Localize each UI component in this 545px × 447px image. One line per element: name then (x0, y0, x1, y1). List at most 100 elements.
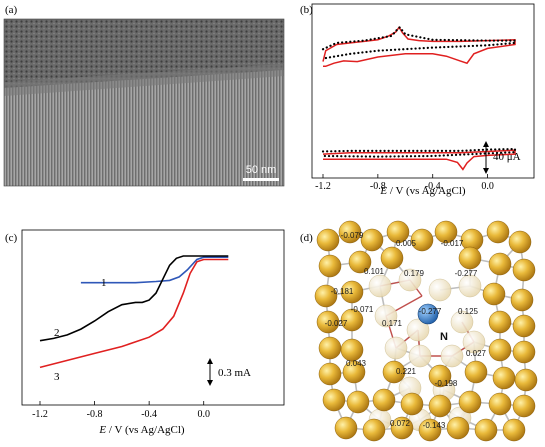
gold-atom-3 (386, 220, 410, 244)
charge-label-9: -0.277 (419, 307, 442, 316)
gold-atom-15 (314, 284, 338, 308)
gold-atom-39 (458, 390, 482, 414)
pale-atom-1 (398, 268, 422, 292)
x-tick-label-c-3: 0.0 (197, 409, 210, 420)
charge-label-0: -0.079 (341, 231, 364, 240)
gold-atom-29 (382, 360, 406, 384)
gold-atom-47 (474, 418, 498, 442)
pale-atom-5 (406, 318, 430, 342)
x-tick-label-b-2: -0.4 (425, 181, 441, 192)
x-tick-label-c-0: -1.2 (32, 409, 48, 420)
charge-label-5: -0.277 (455, 269, 478, 278)
x-tick-label-c-1: -0.8 (87, 409, 103, 420)
x-axis-b: -1.2 -0.8 -0.4 0.0 (315, 174, 494, 192)
lsv-series-1 (80, 256, 229, 284)
gold-atom-25 (488, 338, 512, 362)
current-scale-c (207, 358, 213, 386)
gold-atom-24 (340, 338, 364, 362)
gold-atom-10 (348, 250, 372, 274)
panel-c-label: (c) (5, 232, 18, 244)
charge-label-7: -0.071 (351, 305, 374, 314)
charge-label-16: 0.072 (390, 419, 411, 428)
gold-atom-40 (488, 392, 512, 416)
charge-label-6: -0.181 (331, 287, 354, 296)
cv-series-1 (321, 25, 517, 60)
charge-label-2: -0.017 (441, 239, 464, 248)
pale-atom-8 (384, 336, 408, 360)
gold-atom-35 (346, 390, 370, 414)
lsv-curves (39, 255, 229, 369)
gold-atom-2 (360, 228, 384, 252)
current-scale-label: 40 μA (493, 151, 521, 163)
cv-curves (321, 25, 517, 171)
scale-bar (243, 178, 279, 181)
pale-atom-2 (428, 278, 452, 302)
charge-label-8: -0.027 (325, 319, 348, 328)
gold-atom-14 (512, 258, 536, 282)
pale-atom-4 (374, 304, 398, 328)
cv-series-0 (322, 25, 516, 68)
nitrogen-atom (417, 303, 439, 325)
gold-atom-9 (318, 254, 342, 278)
lsv-series-2 (39, 255, 229, 342)
gold-atom-31 (464, 360, 488, 384)
gold-atom-22 (512, 314, 536, 338)
gold-atom-27 (318, 362, 342, 386)
gold-atom-0 (316, 228, 340, 252)
charge-label-1: 0.005 (396, 239, 417, 248)
nitrogen-label: N (440, 331, 448, 343)
scale-bar-label: 50 nm (246, 164, 277, 176)
curve-label-1: 1 (101, 277, 107, 289)
gold-atom-36 (372, 388, 396, 412)
gold-atom-7 (486, 220, 510, 244)
sem-image (3, 18, 285, 187)
cv-series-3 (321, 147, 517, 158)
x-tick-label-b-0: -1.2 (315, 181, 331, 192)
charge-label-3: 0.101 (364, 267, 385, 276)
panel-b: (b) -1.2 -0.8 -0.4 0.0 40 μA E / V (vs Ag/A… (300, 3, 535, 197)
charge-label-15: -0.198 (435, 379, 458, 388)
charge-label-14: 0.221 (396, 367, 417, 376)
atom-cluster (314, 220, 538, 442)
gold-atom-30 (428, 364, 452, 388)
charge-label-17: -0.143 (423, 421, 446, 430)
current-scale-label-c: 0.3 mA (218, 367, 251, 379)
pale-atom-9 (408, 344, 432, 368)
x-tick-label-c-2: -0.4 (141, 409, 157, 420)
panel-b-label: (b) (300, 4, 313, 16)
x-axis-c: -1.2 -0.8 -0.4 0.0 (32, 401, 210, 420)
gold-atom-11 (380, 246, 404, 270)
gold-atom-33 (514, 368, 538, 392)
charge-labels: -0.079 0.005 -0.017 0.101 0.179 -0.277 -0.181 -… (325, 231, 487, 430)
cv-series-2 (322, 149, 516, 171)
charge-label-4: 0.179 (404, 269, 425, 278)
current-scale-b (483, 141, 489, 174)
gold-atom-20 (340, 308, 364, 332)
plot-frame-b (311, 3, 535, 179)
gold-atom-17 (482, 282, 506, 306)
gold-atom-18 (510, 288, 534, 312)
gold-atom-8 (508, 230, 532, 254)
x-axis-title-c: E / V (vs Ag/AgCl) (98, 424, 185, 436)
gold-atom-32 (492, 366, 516, 390)
plot-frame-c (21, 229, 285, 406)
gold-atom-26 (512, 340, 536, 364)
pale-atom-7 (462, 330, 486, 354)
x-tick-label-b-3: 0.0 (481, 181, 494, 192)
x-tick-label-b-1: -0.8 (370, 181, 386, 192)
gold-atom-45 (418, 418, 442, 442)
charge-label-12: 0.027 (466, 349, 487, 358)
charge-label-10: 0.125 (458, 307, 479, 316)
gold-atom-16 (340, 280, 364, 304)
gold-atom-34 (322, 388, 346, 412)
gold-atom-28 (342, 360, 366, 384)
charge-label-11: 0.171 (382, 319, 403, 328)
gold-atom-48 (502, 418, 526, 442)
panel-a-label: (a) (5, 4, 18, 16)
panel-c: (c) -1.2 -0.8 -0.4 0.0 1 2 3 0.3 mA E / V (… (5, 229, 285, 436)
gold-atom-19 (316, 310, 340, 334)
gold-atom-1 (338, 220, 362, 244)
gold-atom-37 (400, 392, 424, 416)
